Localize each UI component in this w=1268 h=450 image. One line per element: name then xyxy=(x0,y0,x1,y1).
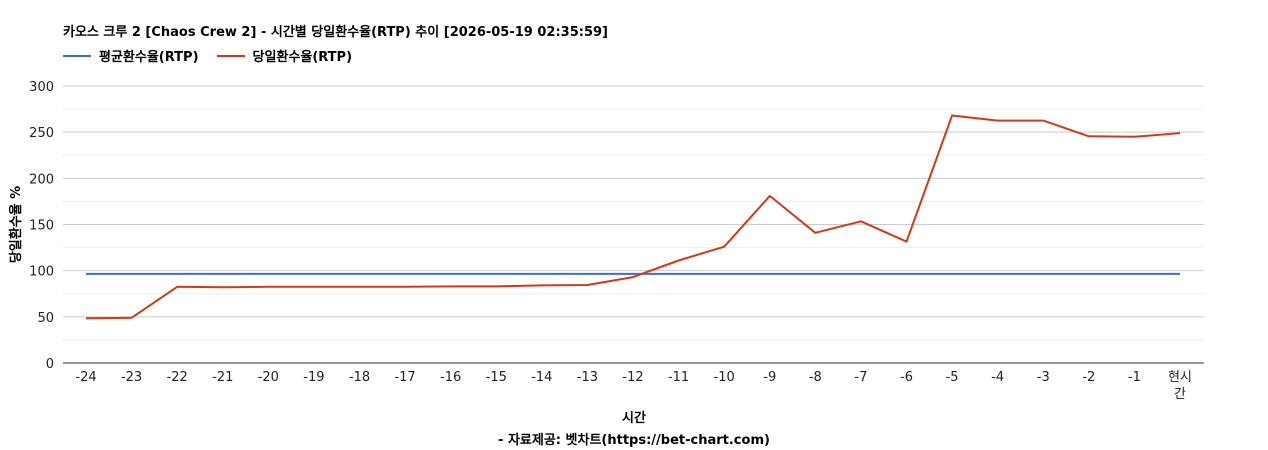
x-tick-label: -12 xyxy=(622,370,643,385)
x-tick-label: -1 xyxy=(1128,370,1141,385)
x-tick-label: -19 xyxy=(303,370,324,385)
x-tick-label: -5 xyxy=(946,370,959,385)
x-tick-label: -14 xyxy=(531,370,552,385)
x-tick-label: -20 xyxy=(258,370,279,385)
x-tick-label: -17 xyxy=(394,370,415,385)
y-tick-label: 100 xyxy=(29,265,54,280)
y-tick-label: 0 xyxy=(46,357,54,372)
y-tick-label: 150 xyxy=(29,219,54,234)
x-tick-label: -23 xyxy=(121,370,142,385)
x-tick-label: -8 xyxy=(809,370,822,385)
y-tick-label: 250 xyxy=(29,126,54,141)
legend-label-average: 평균환수율(RTP) xyxy=(99,50,199,65)
legend-item-daily-rtp[interactable]: 당일환수율(RTP) xyxy=(216,46,353,65)
x-tick-label: -10 xyxy=(714,370,735,385)
chart-legend: 평균환수율(RTP) 당일환수율(RTP) xyxy=(63,46,370,65)
series-line-daily-rtp xyxy=(85,114,1181,320)
legend-swatch-daily xyxy=(216,54,245,57)
x-tick-label: -18 xyxy=(349,370,370,385)
y-tick-label: 50 xyxy=(37,311,54,326)
x-tick-label: -4 xyxy=(991,370,1004,385)
legend-swatch-average xyxy=(63,54,91,57)
chart-title: 카오스 크루 2 [Chaos Crew 2] - 시간별 당일환수율(RTP)… xyxy=(63,25,608,40)
x-tick-label: -21 xyxy=(212,370,233,385)
x-tick-label: -7 xyxy=(854,370,867,385)
y-axis-label: 당일환수율 % xyxy=(8,186,24,263)
x-axis-label: 시간 xyxy=(622,411,646,426)
legend-label-daily: 당일환수율(RTP) xyxy=(252,50,353,65)
x-tick-label: -6 xyxy=(900,370,913,385)
x-tick-label: -2 xyxy=(1082,370,1095,385)
x-tick-label: -15 xyxy=(486,370,507,385)
y-tick-label: 200 xyxy=(29,172,54,187)
legend-item-average-rtp[interactable]: 평균환수율(RTP) xyxy=(63,46,199,65)
x-tick-label: -16 xyxy=(440,370,461,385)
y-tick-label: 300 xyxy=(29,80,54,95)
x-tick-label: -13 xyxy=(577,370,598,385)
x-tick-label: -22 xyxy=(167,370,188,385)
x-tick-label: -9 xyxy=(763,370,776,385)
x-tick-label: -11 xyxy=(668,370,689,385)
source-credit: - 자료제공: 벳차트(https://bet-chart.com) xyxy=(498,433,770,448)
x-tick-label: 현시 간 xyxy=(1168,370,1192,402)
x-tick-label: -24 xyxy=(75,370,96,385)
x-tick-label: -3 xyxy=(1037,370,1050,385)
